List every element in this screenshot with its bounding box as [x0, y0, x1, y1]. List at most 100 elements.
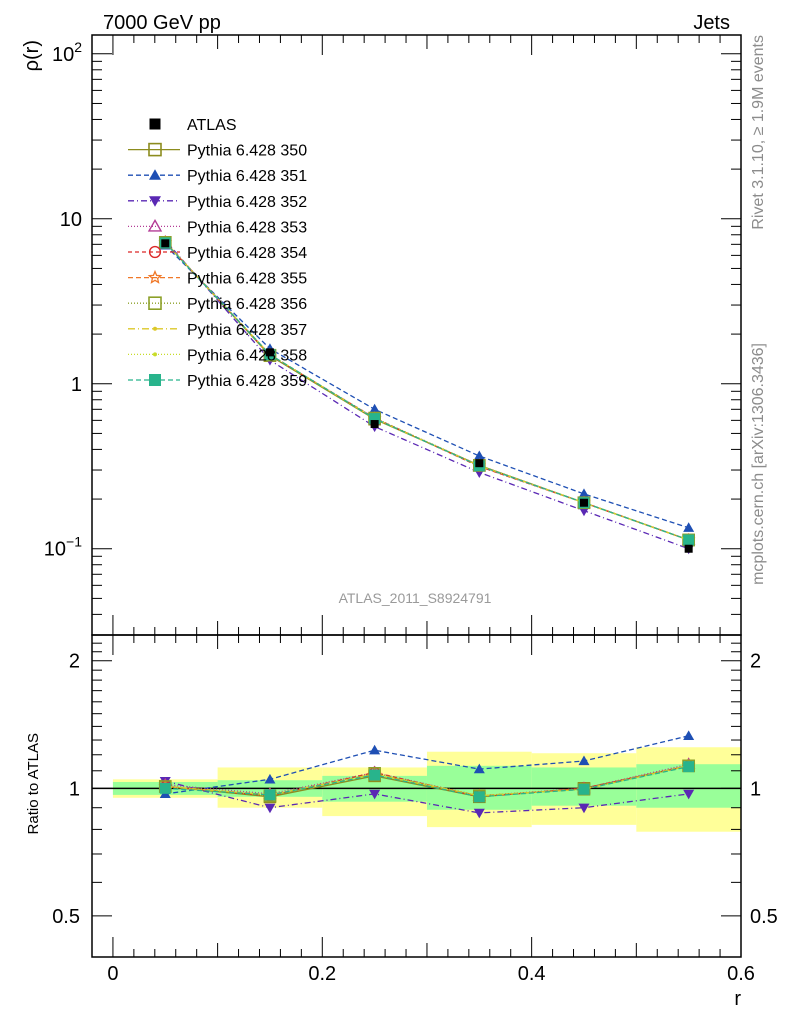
atlas-data-point: [475, 459, 484, 468]
atlas-data-point: [579, 498, 588, 507]
legend-label: Pythia 6.428 359: [187, 373, 307, 390]
legend-marker: [153, 352, 157, 357]
ratio-series-point: [369, 744, 381, 755]
ratio-y-tick-label: 1: [69, 778, 80, 800]
ratio-series-point: [578, 803, 590, 814]
legend-marker: [149, 196, 161, 207]
ratio-series-point: [683, 789, 695, 800]
ratio-curves: [158, 730, 696, 819]
ratio-y-axis-label: Ratio to ATLAS: [25, 733, 42, 834]
ratio-series-point: [473, 808, 485, 819]
ratio-uncertainty-bands: [92, 747, 741, 832]
legend-atlas-marker: [149, 118, 161, 130]
legend-item-355: Pythia 6.428 355: [128, 269, 307, 288]
legend-label: Pythia 6.428 355: [187, 271, 307, 288]
legend-item-351: Pythia 6.428 351: [128, 168, 307, 185]
legend-item-357: Pythia 6.428 357: [128, 322, 307, 339]
atlas-data-point: [684, 544, 693, 553]
legend-item-350: Pythia 6.428 350: [128, 143, 307, 160]
ratio-axes: 0.5 0.5 1 1 2 2 0 0.2 0.4 0.6: [52, 634, 778, 985]
ratio-series-point: [159, 782, 171, 794]
ratio-series-point: [683, 761, 695, 773]
rivet-version-label: Rivet 3.1.10, ≥ 1.9M events: [750, 35, 767, 230]
legend-label: Pythia 6.428 354: [187, 245, 307, 262]
x-tick-label: 0.6: [727, 963, 755, 985]
legend-marker: [147, 269, 163, 284]
ratio-y-tick-label: 2: [69, 651, 80, 673]
ratio-frame: [91, 634, 742, 958]
legend-marker: [147, 218, 163, 232]
energy-label: 7000 GeV pp: [103, 12, 221, 34]
legend-item-359: Pythia 6.428 359: [128, 373, 307, 390]
ratio-series-point: [264, 803, 276, 814]
legend-marker: [149, 169, 161, 180]
legend-label: Pythia 6.428 357: [187, 322, 307, 339]
legend-label: Pythia 6.428 358: [187, 347, 307, 364]
main-series-point: [578, 488, 590, 499]
main-y-tick-label: 102: [52, 39, 82, 66]
ratio-series-351: [159, 730, 695, 799]
legend-marker: [148, 245, 162, 259]
main-series-point: [369, 413, 381, 425]
x-tick-label: 0.2: [308, 963, 336, 985]
main-y-tick-label: 10: [60, 209, 82, 231]
legend-label: Pythia 6.428 352: [187, 194, 307, 211]
ratio-series-point: [578, 783, 590, 795]
legend-label: Pythia 6.428 351: [187, 168, 307, 185]
ratio-series-point: [264, 773, 276, 784]
main-panel: 10−1 1 10 102 ATLAS_2011_S8924791 ρ(r): [21, 34, 742, 636]
legend-marker: [153, 326, 157, 331]
ratio-series-point: [264, 789, 276, 801]
ratio-series-352: [159, 776, 695, 819]
ratio-y-tick-label: 0.5: [52, 906, 80, 928]
legend: ATLAS Pythia 6.428 350 Pythia 6.428 351 Pyt…: [128, 117, 307, 390]
ratio-series-line: [165, 735, 689, 795]
atlas-data-point: [370, 420, 379, 429]
atlas-data-point: [161, 239, 170, 248]
legend-marker: [148, 296, 162, 311]
legend-label: Pythia 6.428 350: [187, 143, 307, 160]
legend-atlas-label: ATLAS: [187, 117, 237, 134]
legend-item-353: Pythia 6.428 353: [128, 218, 307, 236]
ratio-series-point: [473, 791, 485, 803]
analysis-watermark: ATLAS_2011_S8924791: [339, 590, 492, 606]
ratio-series-line: [165, 763, 689, 797]
ratio-series-line: [165, 765, 689, 798]
ratio-series-point: [369, 769, 381, 781]
legend-marker: [149, 374, 161, 386]
main-series-line: [164, 244, 689, 529]
x-tick-label: 0: [107, 963, 118, 985]
ratio-y-tick-label-right: 0.5: [750, 906, 778, 928]
ratio-y-tick-label-right: 1: [750, 778, 761, 800]
ratio-series-359: [159, 761, 695, 803]
ratio-series-point: [369, 789, 381, 800]
legend-marker: [148, 142, 162, 157]
x-axis-label: r: [734, 988, 741, 1010]
ratio-series-point: [578, 755, 590, 766]
ratio-series-point: [473, 763, 485, 774]
atlas-data-point: [265, 348, 274, 357]
main-series-line: [164, 241, 689, 541]
main-series-point: [369, 403, 381, 414]
main-y-tick-label: 1: [71, 374, 82, 396]
main-series-line: [164, 242, 689, 541]
legend-item-356: Pythia 6.428 356: [128, 296, 307, 313]
source-label: mcplots.cern.ch [arXiv:1306.3436]: [750, 343, 767, 585]
main-data-atlas: [161, 239, 693, 553]
main-series-point: [683, 534, 695, 546]
main-series-line: [164, 239, 689, 550]
legend-item-358: Pythia 6.428 358: [128, 347, 307, 364]
ratio-y-tick-label-right: 2: [750, 651, 761, 673]
legend-label: Pythia 6.428 353: [187, 219, 307, 236]
main-curves: [158, 234, 696, 555]
main-series-point: [683, 522, 695, 532]
main-series-point: [473, 450, 485, 461]
main-y-tick-label: 10−1: [44, 534, 82, 561]
legend-item-352: Pythia 6.428 352: [128, 194, 307, 211]
main-axes: 10−1 1 10 102: [44, 34, 742, 636]
legend-item-atlas: ATLAS: [149, 117, 237, 134]
ratio-series-line: [165, 780, 689, 814]
ratio-series-point: [683, 730, 695, 740]
x-tick-label: 0.4: [518, 963, 546, 985]
